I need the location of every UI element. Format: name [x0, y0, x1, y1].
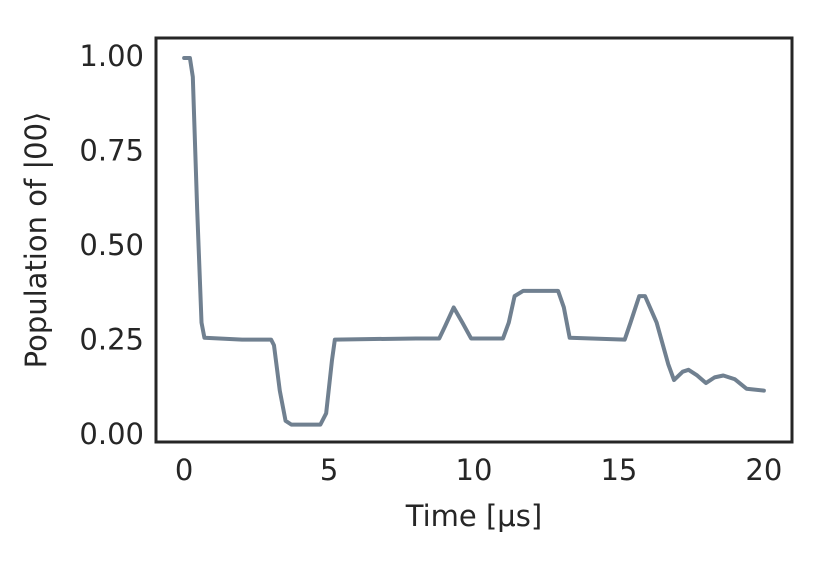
y-tick-label: 0.75: [79, 134, 144, 168]
x-tick-label: 5: [320, 453, 338, 487]
plot-frame: [154, 36, 794, 444]
x-axis-label: Time [μs]: [405, 499, 542, 533]
x-tick-label: 0: [175, 453, 193, 487]
x-tick-label: 10: [456, 453, 493, 487]
data-line: [182, 56, 766, 427]
y-tick-label: 0.00: [79, 417, 144, 451]
y-tick-label: 0.50: [79, 228, 144, 262]
y-tick-label: 1.00: [79, 39, 144, 73]
y-axis-label: Population of |00⟩: [19, 112, 53, 369]
x-tick-label: 15: [600, 453, 637, 487]
x-tick-label: 20: [745, 453, 782, 487]
y-tick-label: 0.25: [79, 322, 144, 356]
